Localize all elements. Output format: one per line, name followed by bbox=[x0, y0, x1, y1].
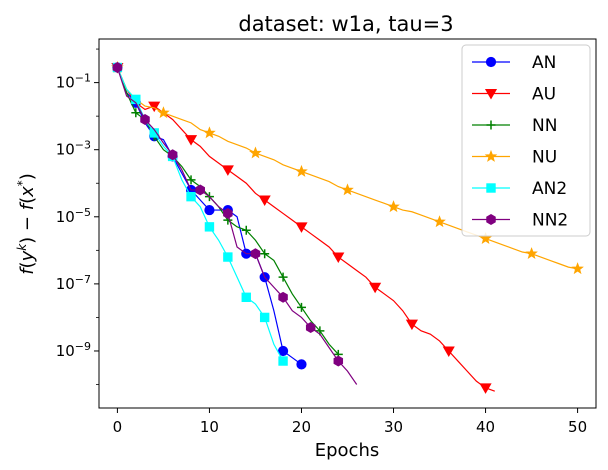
x-tick-label: 50 bbox=[568, 418, 587, 436]
data-point-nn bbox=[241, 225, 251, 235]
data-point-an2 bbox=[278, 356, 288, 366]
data-point-au bbox=[258, 195, 271, 207]
legend-label-au: AU bbox=[532, 85, 556, 105]
data-point-nn bbox=[278, 272, 288, 282]
legend-item-nu: NU bbox=[472, 148, 557, 168]
x-tick-label: 0 bbox=[113, 418, 123, 436]
x-tick-label: 20 bbox=[292, 418, 311, 436]
legend-marker-an2 bbox=[486, 183, 496, 193]
data-point-nn2 bbox=[223, 207, 233, 219]
data-point-nn bbox=[131, 108, 141, 118]
series-layer bbox=[111, 60, 584, 394]
data-point-nu bbox=[387, 200, 400, 213]
legend-marker-an bbox=[485, 56, 497, 68]
legend-item-an2: AN2 bbox=[472, 179, 567, 199]
data-point-nn bbox=[260, 249, 270, 259]
data-point-nn2 bbox=[250, 248, 261, 260]
legend: AN AU NN NU AN2 NN2 bbox=[461, 44, 591, 237]
y-tick-label: 10−3 bbox=[56, 138, 91, 159]
data-point-au bbox=[221, 165, 234, 176]
data-point-nu bbox=[525, 247, 538, 260]
data-point-au bbox=[442, 346, 455, 357]
x-tick-label: 30 bbox=[384, 418, 403, 436]
data-point-au bbox=[405, 319, 418, 331]
data-point-an2 bbox=[241, 292, 251, 303]
y-tick-label: 10−5 bbox=[56, 205, 91, 226]
x-axis: 0 10 20 30 40 50 bbox=[113, 408, 587, 436]
legend-label-an: AN bbox=[532, 53, 556, 73]
data-point-nn2 bbox=[305, 322, 316, 333]
x-tick-label: 40 bbox=[476, 418, 495, 436]
data-point-nn2 bbox=[195, 184, 205, 196]
data-point-nu bbox=[203, 126, 216, 139]
data-point-an2 bbox=[186, 191, 196, 202]
x-tick-label: 10 bbox=[200, 418, 219, 436]
legend-box bbox=[461, 44, 591, 237]
data-point-nu bbox=[295, 164, 308, 177]
legend-item-nn2: NN2 bbox=[472, 211, 568, 231]
legend-item-an: AN bbox=[472, 53, 556, 73]
data-point-au bbox=[148, 101, 161, 113]
y-tick-label: 10−7 bbox=[56, 272, 91, 293]
data-point-nu bbox=[479, 231, 492, 244]
y-tick-label: 10−9 bbox=[56, 339, 91, 360]
plot-frame bbox=[98, 38, 597, 409]
data-point-nu bbox=[249, 146, 262, 159]
data-point-au bbox=[479, 383, 492, 394]
y-axis: 10−9 10−7 10−5 10−3 10−1 bbox=[56, 48, 99, 385]
legend-item-nn: NN bbox=[472, 116, 557, 136]
data-point-an2 bbox=[223, 252, 233, 262]
data-point-nn2 bbox=[333, 355, 344, 367]
data-point-an2 bbox=[204, 222, 215, 232]
legend-marker-nn2 bbox=[486, 214, 496, 225]
y-axis-label: f(yk) − f(x*) bbox=[15, 173, 38, 275]
data-point-nn bbox=[186, 175, 196, 185]
data-point-nu bbox=[433, 215, 446, 228]
series-line-au bbox=[116, 67, 495, 392]
data-point-au bbox=[184, 135, 198, 146]
data-point-au bbox=[332, 252, 345, 264]
legend-label-an2: AN2 bbox=[532, 179, 567, 199]
data-point-nu bbox=[341, 183, 354, 196]
chart-title: dataset: w1a, tau=3 bbox=[238, 12, 453, 36]
legend-label-nn: NN bbox=[532, 116, 557, 136]
data-point-an bbox=[296, 359, 307, 370]
legend-marker-nn bbox=[486, 120, 496, 130]
data-point-au bbox=[295, 222, 308, 233]
data-point-nu bbox=[157, 106, 170, 119]
data-point-nn bbox=[296, 302, 306, 312]
legend-item-au: AU bbox=[472, 85, 556, 105]
data-point-au bbox=[369, 282, 382, 294]
legend-label-nu: NU bbox=[532, 148, 557, 168]
data-point-nn2 bbox=[112, 62, 123, 73]
legend-marker-nu bbox=[484, 149, 498, 162]
data-point-an bbox=[204, 204, 215, 216]
data-point-an bbox=[277, 345, 289, 357]
legend-label-nn2: NN2 bbox=[532, 211, 568, 231]
data-point-an2 bbox=[259, 312, 270, 323]
data-point-nu bbox=[571, 262, 584, 275]
series-nn2 bbox=[112, 62, 358, 385]
x-axis-label: Epochs bbox=[315, 440, 380, 461]
data-point-nn2 bbox=[278, 291, 288, 303]
data-point-nn2 bbox=[167, 149, 178, 161]
series-line-nn2 bbox=[116, 67, 358, 385]
legend-marker-au bbox=[484, 89, 498, 100]
y-tick-label: 10−1 bbox=[56, 71, 91, 92]
data-point-nn2 bbox=[140, 114, 150, 125]
